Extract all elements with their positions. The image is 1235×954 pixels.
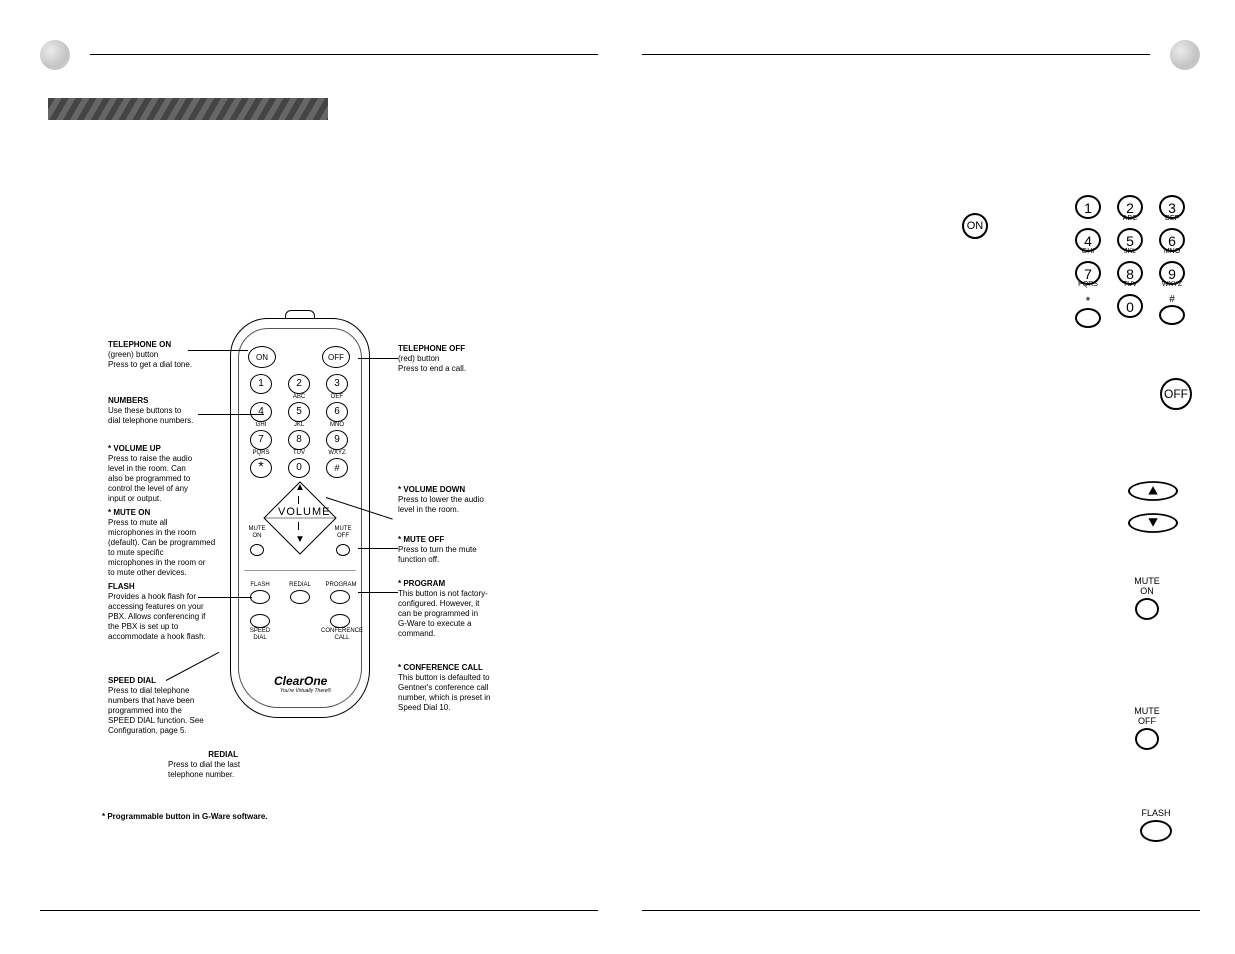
callout-volume-up: * VOLUME UP Press to raise the audio lev… <box>108 444 218 504</box>
callout-title: TELEPHONE ON <box>108 340 218 350</box>
callout-flash: FLASH Provides a hook flash for accessin… <box>108 582 218 642</box>
key-pound[interactable]: # <box>326 458 348 478</box>
redial-label: REDIAL <box>286 582 314 588</box>
rule-top <box>90 54 598 55</box>
key-8[interactable]: 8 <box>288 430 310 450</box>
key-2-sub: ABC <box>288 394 310 400</box>
left-page: ON OFF 1 2 ABC 3 DEF 4 GHI 5 JKL 6 MNO 7… <box>40 0 600 954</box>
program-label: PROGRAM <box>324 582 358 588</box>
divider <box>244 570 356 571</box>
key-6[interactable]: 6 <box>326 402 348 422</box>
callout-mute-off: * MUTE OFF Press to turn the mute functi… <box>398 535 508 565</box>
big-key-0[interactable]: 0 <box>1117 294 1143 318</box>
key-3-sub: DEF <box>326 394 348 400</box>
key-5[interactable]: 5 <box>288 402 310 422</box>
big-on-button[interactable]: ON <box>962 213 988 239</box>
lead-line <box>198 597 252 598</box>
key-7-sub: PQRS <box>250 450 272 456</box>
flash-label: FLASH <box>246 582 274 588</box>
redial-button[interactable] <box>290 590 310 604</box>
big-off-button[interactable]: OFF <box>1160 378 1192 410</box>
brand-logo: ClearOne <box>274 674 327 688</box>
on-button[interactable]: ON <box>248 346 276 368</box>
callout-speed-dial: SPEED DIAL Press to dial telephone numbe… <box>108 676 218 736</box>
callout-numbers: NUMBERS Use these buttons to dial teleph… <box>108 396 218 426</box>
conference-call-label: CONFERENCE CALL <box>320 628 364 642</box>
volume-up-icon[interactable]: ▲ <box>295 482 305 493</box>
callout-volume-down: * VOLUME DOWN Press to lower the audio l… <box>398 485 508 515</box>
globe-icon <box>40 40 70 70</box>
big-volume-down[interactable]: ▼ <box>1128 513 1178 533</box>
big-key-pound[interactable] <box>1159 305 1185 325</box>
lead-line <box>358 592 398 593</box>
off-button[interactable]: OFF <box>322 346 350 368</box>
key-4-sub: GHI <box>250 422 272 428</box>
rule-bottom <box>40 910 598 911</box>
key-7[interactable]: 7 <box>250 430 272 450</box>
callout-mute-on: * MUTE ON Press to mute all microphones … <box>108 508 228 578</box>
lead-line <box>188 350 248 351</box>
big-volume-up[interactable]: ▲ <box>1128 481 1178 501</box>
brand-tagline: You're Virtually There® <box>280 688 331 694</box>
key-1[interactable]: 1 <box>250 374 272 394</box>
big-mute-off-button[interactable] <box>1135 728 1159 750</box>
callout-conference-call: * CONFERENCE CALL This button is default… <box>398 663 508 713</box>
mute-off-button[interactable] <box>336 544 350 556</box>
section-banner <box>48 98 328 120</box>
rule-top <box>642 54 1150 55</box>
callout-program: * PROGRAM This button is not factory- co… <box>398 579 508 639</box>
speed-dial-button[interactable] <box>250 614 270 628</box>
key-star[interactable]: * <box>250 458 272 478</box>
volume-down-icon[interactable]: ▼ <box>295 534 305 545</box>
key-0[interactable]: 0 <box>288 458 310 478</box>
key-5-sub: JKL <box>288 422 310 428</box>
callout-telephone-on: TELEPHONE ON (green) button Press to get… <box>108 340 218 370</box>
program-button[interactable] <box>330 590 350 604</box>
callout-redial: REDIAL Press to dial the last telephone … <box>158 750 238 780</box>
key-6-sub: MNO <box>326 422 348 428</box>
speed-dial-label: SPEED DIAL <box>244 628 276 642</box>
lead-line <box>358 358 398 359</box>
key-4[interactable]: 4 <box>250 402 272 422</box>
lead-line <box>358 548 398 549</box>
globe-icon <box>1170 40 1200 70</box>
mute-off-label: MUTE OFF <box>330 526 356 540</box>
rule-bottom <box>642 910 1200 911</box>
big-flash-button[interactable] <box>1140 820 1172 842</box>
key-3[interactable]: 3 <box>326 374 348 394</box>
key-2[interactable]: 2 <box>288 374 310 394</box>
mute-on-button[interactable] <box>250 544 264 556</box>
key-9[interactable]: 9 <box>326 430 348 450</box>
callout-telephone-off: TELEPHONE OFF (red) button Press to end … <box>398 344 508 374</box>
key-9-sub: WXYZ <box>326 450 348 456</box>
conference-call-button[interactable] <box>330 614 350 628</box>
footnote: * Programmable button in G-Ware software… <box>102 812 268 821</box>
big-mute-off: MUTE OFF <box>1122 706 1172 750</box>
remote-diagram: ON OFF 1 2 ABC 3 DEF 4 GHI 5 JKL 6 MNO 7… <box>230 318 370 718</box>
big-mute-on-button[interactable] <box>1135 598 1159 620</box>
right-page: ON 1 2ABC 3DEF 4GHI 5JKL 6MNO 7PQRS 8TUV… <box>640 0 1200 954</box>
flash-button[interactable] <box>250 590 270 604</box>
big-key-star[interactable] <box>1075 308 1101 328</box>
mute-on-label: MUTE ON <box>244 526 270 540</box>
lead-line <box>198 414 264 415</box>
volume-label: VOLUME <box>278 506 330 518</box>
callout-body: (green) button Press to get a dial tone. <box>108 350 218 370</box>
big-mute-on: MUTE ON <box>1122 576 1172 620</box>
big-volume-rocker: ▲ ▼ <box>1128 480 1178 544</box>
key-8-sub: TUV <box>288 450 310 456</box>
big-flash: FLASH <box>1140 808 1172 842</box>
big-keypad: 1 2ABC 3DEF 4GHI 5JKL 6MNO 7PQRS 8TUV 9W… <box>1060 195 1200 332</box>
